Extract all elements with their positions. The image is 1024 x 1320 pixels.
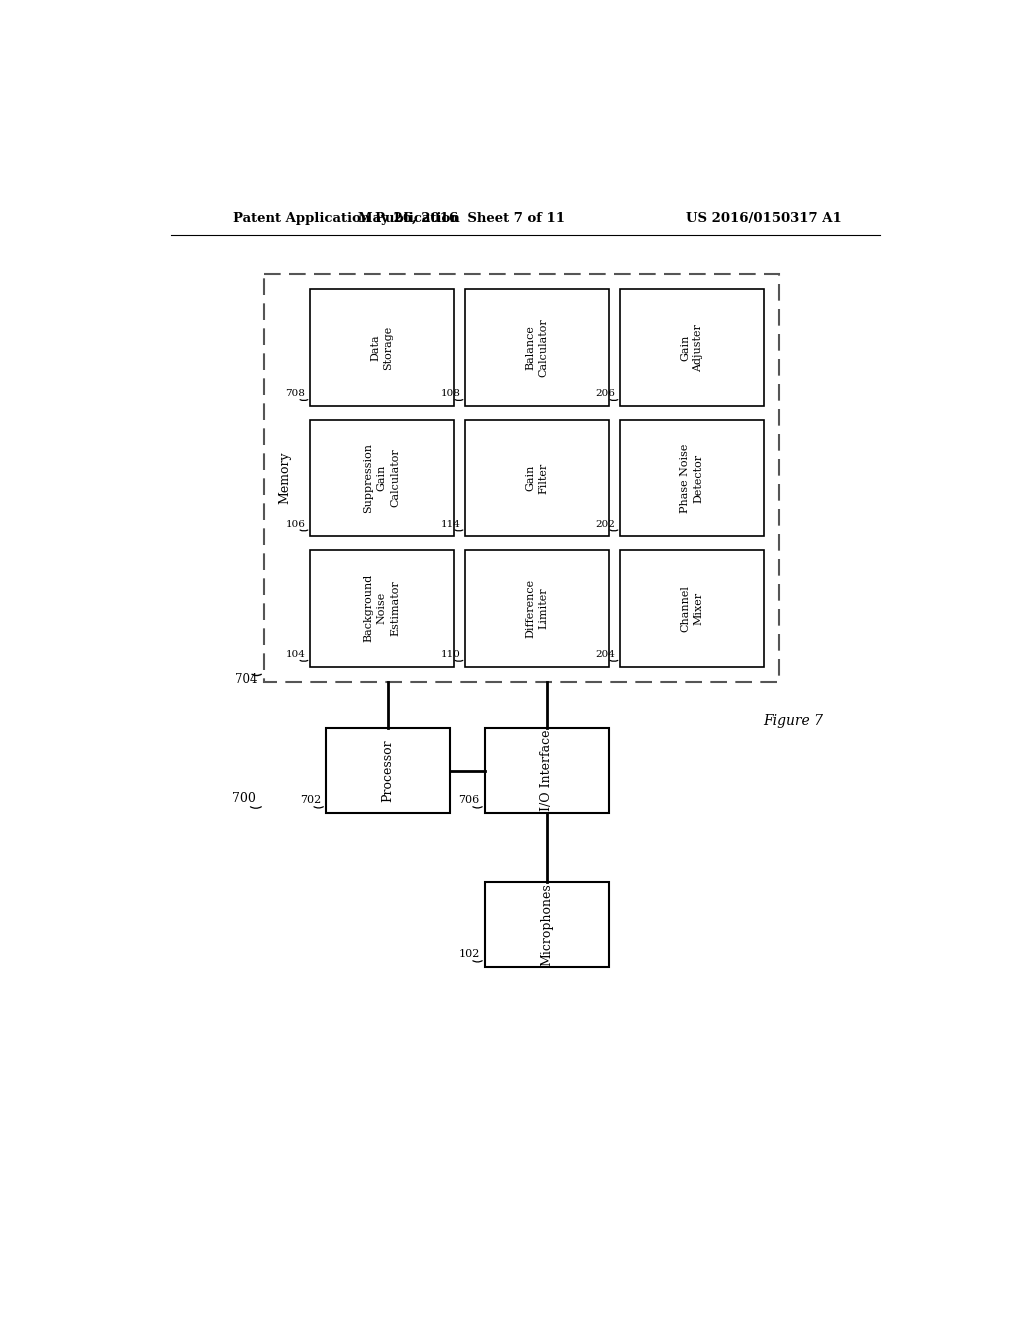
Bar bbox=[621, 550, 764, 667]
Text: 110: 110 bbox=[440, 649, 461, 659]
Text: US 2016/0150317 A1: US 2016/0150317 A1 bbox=[686, 213, 842, 224]
Text: 206: 206 bbox=[596, 389, 615, 399]
Text: 204: 204 bbox=[596, 649, 615, 659]
Bar bbox=[484, 729, 608, 813]
Text: Background
Noise
Estimator: Background Noise Estimator bbox=[364, 574, 400, 643]
Bar bbox=[310, 420, 454, 536]
Text: 108: 108 bbox=[440, 389, 461, 399]
Bar bbox=[310, 550, 454, 667]
Text: Channel
Mixer: Channel Mixer bbox=[680, 585, 703, 632]
Bar bbox=[310, 289, 454, 405]
Bar bbox=[465, 550, 608, 667]
Bar bbox=[326, 729, 450, 813]
Text: 708: 708 bbox=[286, 389, 305, 399]
Text: Gain
Filter: Gain Filter bbox=[525, 462, 549, 494]
Text: I/O Interface: I/O Interface bbox=[540, 730, 553, 812]
Text: Figure 7: Figure 7 bbox=[764, 714, 823, 727]
Text: 202: 202 bbox=[596, 520, 615, 528]
Text: 114: 114 bbox=[440, 520, 461, 528]
Bar bbox=[465, 289, 608, 405]
Text: 702: 702 bbox=[300, 795, 321, 805]
Text: 706: 706 bbox=[459, 795, 480, 805]
Bar bbox=[484, 882, 608, 966]
Text: Balance
Calculator: Balance Calculator bbox=[525, 318, 549, 378]
Text: Memory: Memory bbox=[279, 451, 292, 504]
Text: Data
Storage: Data Storage bbox=[371, 326, 393, 370]
Text: Gain
Adjuster: Gain Adjuster bbox=[680, 323, 703, 371]
Text: 700: 700 bbox=[232, 792, 256, 805]
Text: Patent Application Publication: Patent Application Publication bbox=[232, 213, 460, 224]
Text: Microphones: Microphones bbox=[540, 883, 553, 966]
Text: Processor: Processor bbox=[381, 739, 394, 801]
Bar bbox=[465, 420, 608, 536]
Text: 102: 102 bbox=[459, 949, 480, 960]
Text: 704: 704 bbox=[234, 673, 257, 686]
Text: Difference
Limiter: Difference Limiter bbox=[525, 578, 549, 638]
Text: Suppression
Gain
Calculator: Suppression Gain Calculator bbox=[364, 444, 400, 513]
Text: May 26, 2016  Sheet 7 of 11: May 26, 2016 Sheet 7 of 11 bbox=[357, 213, 565, 224]
Bar bbox=[263, 275, 779, 682]
Bar bbox=[621, 420, 764, 536]
Text: 106: 106 bbox=[286, 520, 305, 528]
Bar bbox=[621, 289, 764, 405]
Text: Phase Noise
Detector: Phase Noise Detector bbox=[680, 444, 703, 512]
Text: 104: 104 bbox=[286, 649, 305, 659]
